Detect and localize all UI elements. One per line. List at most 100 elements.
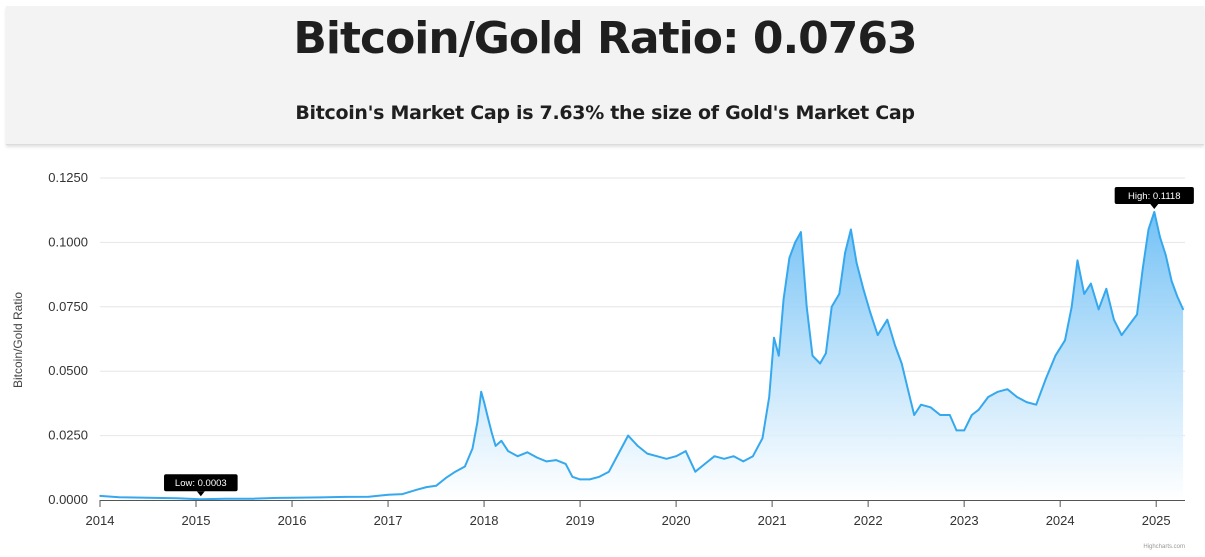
annotations: Low: 0.0003 High: 0.1118 — [164, 187, 1194, 497]
data-point — [276, 497, 279, 499]
data-point — [794, 241, 796, 244]
grid-lines — [100, 177, 1185, 437]
data-point — [147, 496, 149, 499]
data-point — [1159, 236, 1161, 238]
x-tick-label: 2018 — [470, 513, 499, 528]
credits-link[interactable]: Highcharts.com — [1143, 544, 1185, 550]
data-point — [1176, 295, 1179, 298]
data-point — [1120, 334, 1123, 336]
data-point — [876, 334, 879, 336]
data-point — [507, 450, 509, 452]
data-point — [1113, 318, 1115, 321]
data-point — [929, 406, 932, 409]
data-point — [963, 429, 965, 432]
data-point — [900, 362, 903, 365]
data-point — [665, 458, 668, 460]
ratio-chart: 0.0000 0.0250 0.0500 0.0750 0.1000 0.1250 2014… — [11, 170, 1194, 550]
data-point — [886, 318, 889, 321]
annotation-pointer — [1150, 204, 1159, 210]
data-point — [830, 306, 833, 308]
data-point — [387, 494, 389, 496]
series-area — [99, 211, 1185, 501]
data-point — [732, 455, 735, 458]
data-point — [977, 409, 980, 411]
y-tick-label: 0.0250 — [48, 428, 88, 443]
data-point — [723, 458, 725, 460]
data-point — [1147, 228, 1150, 231]
series-area-fill — [100, 212, 1184, 500]
data-point — [1076, 259, 1079, 262]
data-point — [987, 396, 989, 398]
header-banner: Bitcoin/Gold Ratio: 0.0763 Bitcoin's Mar… — [6, 6, 1204, 145]
data-point — [1054, 354, 1057, 357]
data-point — [1006, 388, 1009, 390]
data-point — [694, 470, 697, 473]
data-point — [907, 391, 910, 393]
data-point — [997, 391, 999, 393]
data-point — [1016, 396, 1018, 398]
data-point — [838, 293, 841, 295]
data-point — [752, 455, 754, 458]
data-point — [684, 450, 687, 452]
data-point — [617, 452, 620, 455]
data-point — [675, 455, 677, 458]
data-point — [627, 434, 629, 437]
data-point — [1025, 401, 1028, 403]
data-point — [1128, 324, 1131, 326]
data-point — [761, 437, 764, 440]
annotation-callout: High: 0.1118 — [1114, 187, 1194, 210]
data-point — [483, 401, 485, 403]
data-point — [471, 447, 474, 450]
data-point — [713, 455, 716, 458]
data-point — [487, 416, 489, 419]
data-point — [555, 459, 557, 461]
data-point — [825, 352, 827, 354]
data-point — [1070, 306, 1073, 308]
data-point — [920, 403, 922, 406]
data-point — [1165, 254, 1167, 257]
data-point — [850, 228, 852, 231]
y-tick-label: 0.0750 — [48, 299, 88, 314]
data-point — [773, 336, 775, 339]
annotation-label: Low: 0.0003 — [175, 478, 227, 489]
chart-container: 0.0000 0.0250 0.0500 0.0750 0.1000 0.1250 2014… — [0, 150, 1205, 552]
data-point — [955, 429, 958, 432]
data-point — [416, 488, 418, 491]
data-point — [894, 344, 896, 347]
x-tick-label: 2021 — [758, 513, 787, 528]
data-point — [869, 311, 871, 313]
data-point — [224, 497, 226, 500]
data-point — [526, 451, 529, 454]
y-tick-label: 0.0500 — [48, 363, 88, 378]
x-tick-label: 2024 — [1046, 513, 1075, 528]
data-point — [200, 498, 202, 501]
x-tick-label: 2017 — [374, 513, 403, 528]
data-point — [564, 463, 567, 465]
data-point — [742, 460, 745, 463]
annotation-box — [164, 474, 238, 492]
data-point — [636, 445, 639, 447]
data-point — [500, 440, 503, 442]
data-point — [1045, 378, 1047, 380]
data-point — [99, 495, 101, 497]
data-point — [939, 414, 941, 416]
data-point — [368, 495, 370, 498]
data-point — [320, 496, 322, 499]
data-point — [844, 251, 846, 254]
data-point — [1136, 313, 1138, 316]
data-point — [454, 470, 457, 473]
data-point — [476, 421, 479, 424]
x-tick-label: 2016 — [278, 513, 307, 528]
data-point — [1182, 308, 1184, 311]
data-point — [588, 478, 591, 481]
page-subtitle: Bitcoin's Market Cap is 7.63% the size o… — [295, 102, 915, 124]
data-point — [782, 298, 785, 300]
data-point — [425, 486, 428, 488]
data-point — [800, 231, 802, 233]
axes: 0.0000 0.0250 0.0500 0.0750 0.1000 0.1250 2014… — [48, 170, 1185, 528]
data-point — [1083, 293, 1085, 295]
data-point — [1090, 282, 1092, 285]
annotation-callout: Low: 0.0003 — [164, 474, 238, 497]
data-point — [1153, 211, 1156, 213]
data-point — [862, 288, 865, 290]
